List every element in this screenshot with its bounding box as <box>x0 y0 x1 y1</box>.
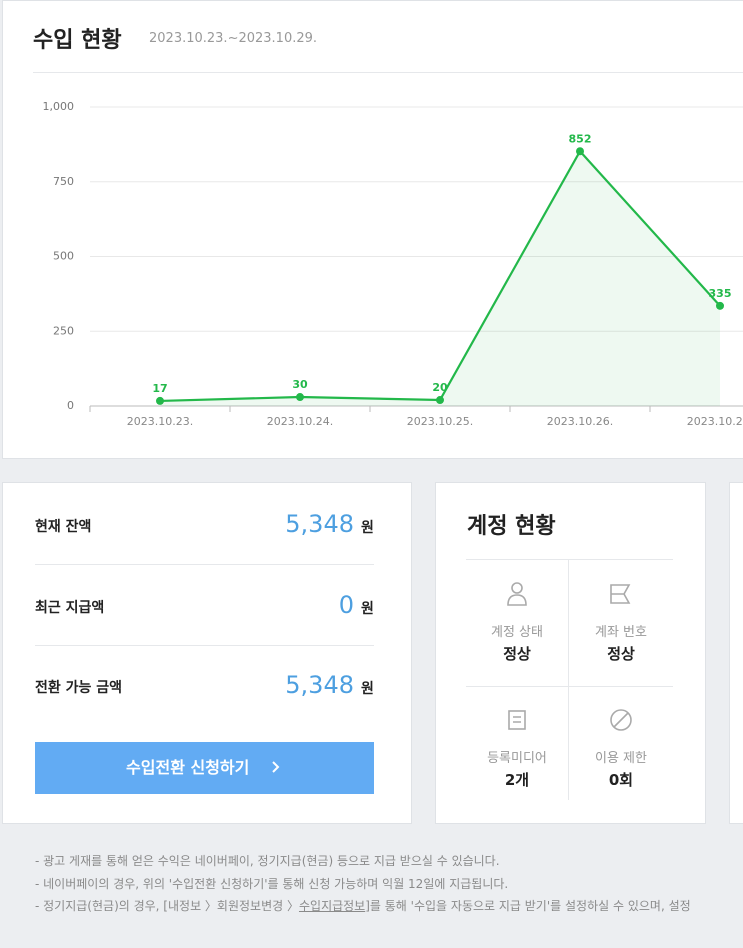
balance-unit: 원 <box>361 681 374 697</box>
value-label: 30 <box>292 378 308 391</box>
balance-value: 5,348 <box>285 671 354 699</box>
divider <box>33 72 743 73</box>
balance-unit: 원 <box>361 520 374 536</box>
note-text: - 정기지급(현금)의 경우, [내정보 〉회원정보변경 〉 <box>35 899 299 913</box>
note-text: ]를 통해 '수입을 자동으로 지급 받기'를 설정하실 수 있으며, 설정 <box>365 899 691 913</box>
x-tick-label: 2023.10.25. <box>407 415 473 428</box>
x-tick-label: 2023.10.26. <box>547 415 613 428</box>
account-value: 정상 <box>503 645 531 663</box>
account-label: 계정 상태 <box>491 625 543 640</box>
limit-icon <box>613 712 629 728</box>
y-tick-label: 250 <box>53 324 74 337</box>
value-label: 20 <box>432 381 448 394</box>
point <box>156 396 164 405</box>
point <box>296 393 304 402</box>
value-label: 335 <box>709 287 732 300</box>
balance-label: 최근 지급액 <box>35 599 105 616</box>
note: - 네이버페이의 경우, 위의 '수입전환 신청하기'를 통해 신청 가능하며 … <box>35 876 509 891</box>
side-card <box>729 482 743 824</box>
account-title: 계정 현황 <box>467 514 556 539</box>
y-tick-label: 750 <box>53 175 74 188</box>
period: 2023.10.23.~2023.10.29. <box>149 31 318 46</box>
note: - 광고 게재를 통해 얻은 수익은 네이버페이, 정기지급(현금) 등으로 지… <box>35 854 500 868</box>
point <box>436 396 444 405</box>
x-tick-label: 2023.10.23. <box>127 415 193 428</box>
value-label: 852 <box>569 132 592 145</box>
account-value: 0회 <box>608 771 634 789</box>
account-label: 등록미디어 <box>487 751 547 766</box>
chevron-icon <box>272 761 280 773</box>
balance-label: 전환 가능 금액 <box>35 680 123 696</box>
value-label: 17 <box>152 382 167 395</box>
user-icon <box>511 582 523 594</box>
note: - 정기지급(현금)의 경우, [내정보 〉회원정보변경 〉수입지급정보]를 통… <box>35 897 691 914</box>
account-value: 정상 <box>607 645 635 663</box>
balance-value: 5,348 <box>285 510 354 538</box>
x-tick-label: 2023.10.24. <box>267 415 333 428</box>
account-icon <box>610 584 631 604</box>
divider <box>35 564 374 565</box>
account-value: 2개 <box>504 771 530 789</box>
point <box>716 301 724 310</box>
media-icon <box>513 716 521 723</box>
divider <box>466 559 673 560</box>
divider <box>466 686 673 687</box>
income-card <box>2 0 743 459</box>
button-label: 수입전환 신청하기 <box>126 758 250 777</box>
y-tick-label: 500 <box>53 250 74 263</box>
income-title: 수입 현황 <box>33 28 122 53</box>
user-icon <box>507 594 527 606</box>
account-label: 이용 제한 <box>595 751 647 766</box>
y-tick-label: 1,000 <box>43 100 75 113</box>
balance-label: 현재 잔액 <box>35 519 92 535</box>
account-card <box>435 482 706 824</box>
account-label: 계좌 번호 <box>595 625 647 640</box>
divider <box>35 644 374 646</box>
point <box>576 147 584 156</box>
limit-icon <box>610 709 632 731</box>
balance-value: 0 <box>338 590 354 619</box>
area <box>160 151 720 406</box>
divider <box>568 560 569 800</box>
media-icon <box>508 710 526 730</box>
x-tick-label: 2023.10.27. <box>687 415 743 428</box>
account-icons <box>507 582 632 731</box>
note-link[interactable]: 수입지급정보 <box>298 899 366 913</box>
convert-button[interactable]: 수입전환 신청하기 <box>35 742 374 794</box>
balance-unit: 원 <box>361 600 374 617</box>
y-tick-label: 0 <box>67 399 74 412</box>
